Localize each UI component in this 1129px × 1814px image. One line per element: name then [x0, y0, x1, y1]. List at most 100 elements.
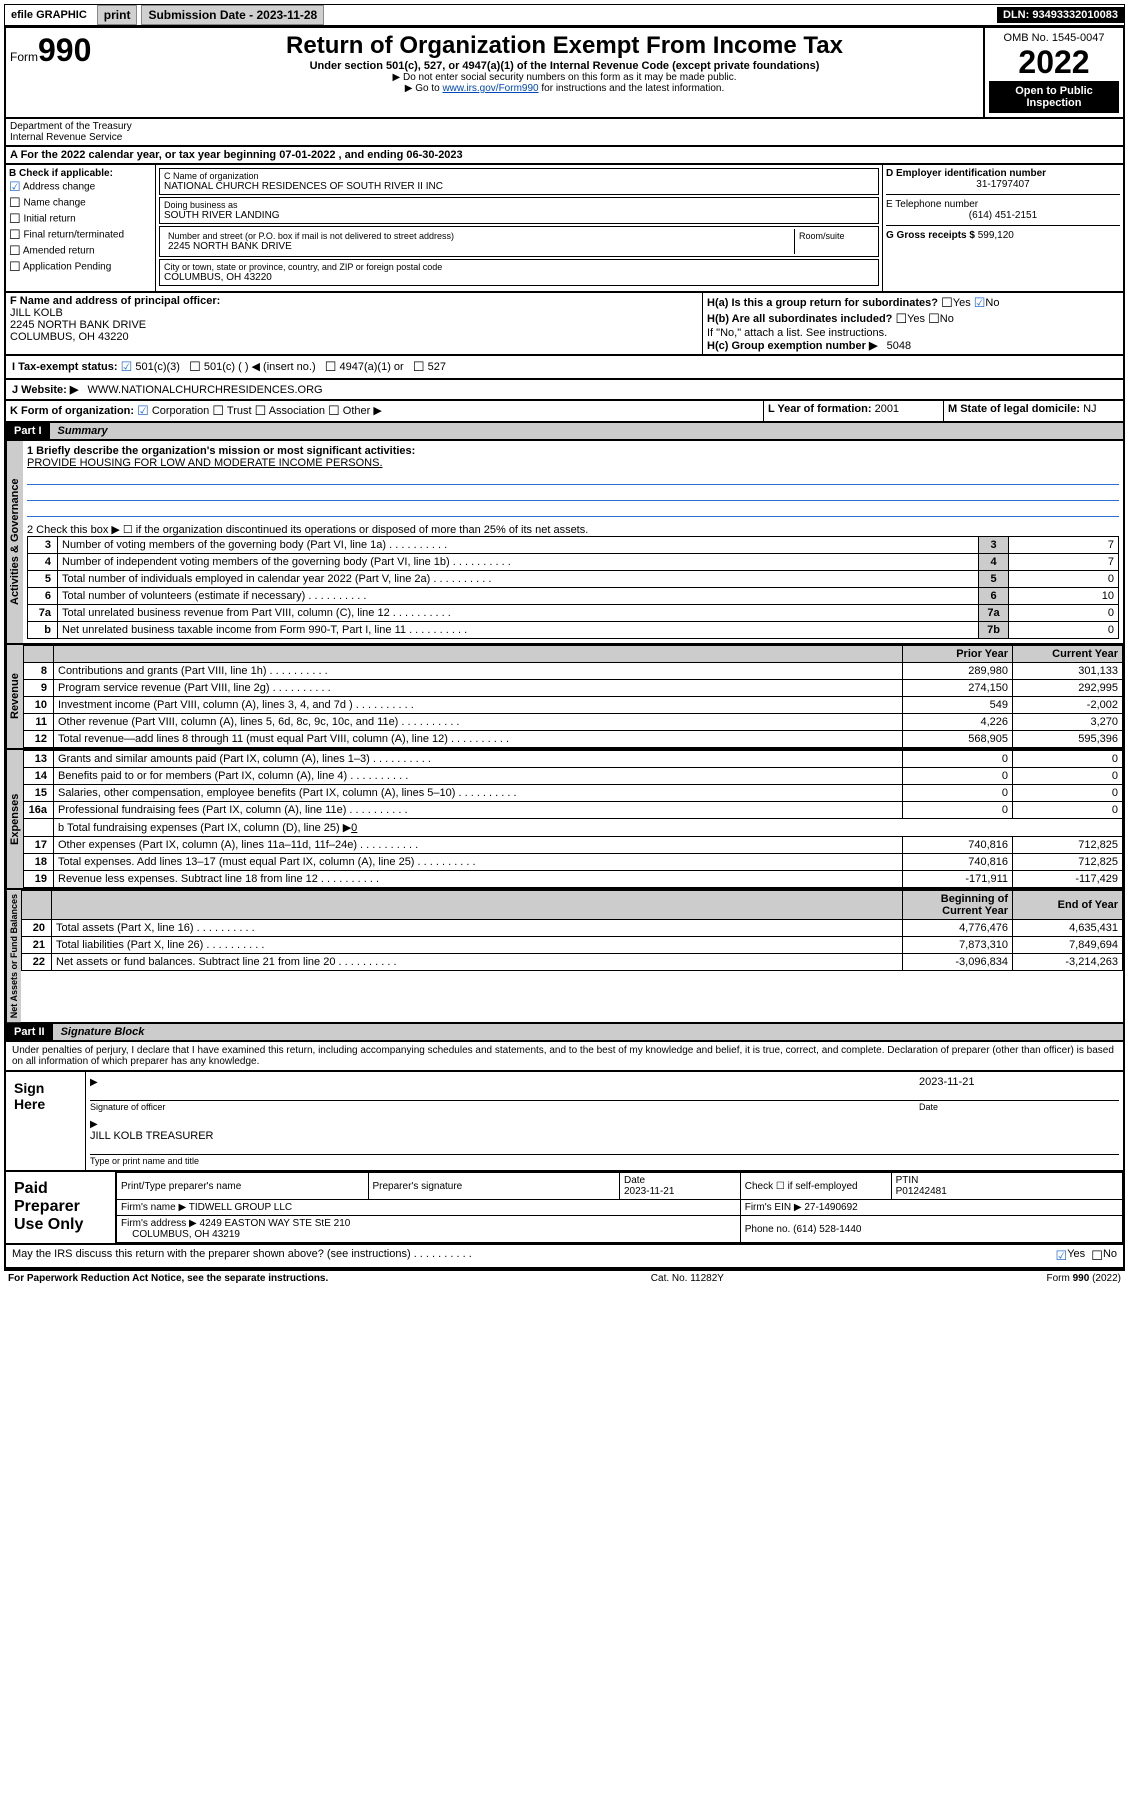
label-assoc: Association	[269, 405, 325, 417]
line-box: 7b	[979, 622, 1009, 639]
current-val: 3,270	[1013, 714, 1123, 731]
net-table: Beginning of Current Year End of Year 20…	[21, 890, 1123, 971]
check-527[interactable]	[413, 361, 425, 373]
line-text: Benefits paid to or for members (Part IX…	[54, 768, 903, 785]
print-button[interactable]: print	[97, 5, 138, 25]
subtitle-1: Under section 501(c), 527, or 4947(a)(1)…	[150, 60, 979, 72]
klm-row: K Form of organization: Corporation Trus…	[4, 401, 1125, 423]
year-formation-label: L Year of formation:	[768, 403, 872, 415]
check-other[interactable]	[328, 405, 340, 417]
check-corp[interactable]	[137, 405, 149, 417]
firm-addr-label: Firm's address ▶	[121, 1218, 197, 1229]
firm-ein-label: Firm's EIN ▶	[745, 1202, 802, 1213]
current-val: 0	[1013, 751, 1123, 768]
org-name: NATIONAL CHURCH RESIDENCES OF SOUTH RIVE…	[164, 181, 874, 192]
preparer-table: Print/Type preparer's name Preparer's si…	[116, 1172, 1123, 1243]
prior-val: 4,776,476	[903, 920, 1013, 937]
form-label: Form	[10, 50, 38, 64]
discuss-no-check[interactable]	[1091, 1248, 1103, 1264]
paid-preparer-label: Paid Preparer Use Only	[6, 1172, 116, 1243]
self-employed-check[interactable]: Check ☐ if self-employed	[740, 1173, 891, 1200]
firm-phone-label: Phone no.	[745, 1224, 791, 1235]
line-no: 22	[22, 954, 52, 971]
prep-date-label: Date	[624, 1175, 645, 1186]
check-trust[interactable]	[212, 405, 224, 417]
check-final-return[interactable]	[9, 230, 21, 241]
ein-label: D Employer identification number	[886, 168, 1046, 179]
line-val: 0	[1009, 571, 1119, 588]
label-527: 527	[428, 361, 446, 373]
open-public: Open to Public Inspection	[989, 81, 1119, 113]
ha-yes-check[interactable]	[941, 297, 953, 309]
label-501c: 501(c) ( ) ◀ (insert no.)	[204, 361, 316, 373]
line-text: Total unrelated business revenue from Pa…	[58, 605, 979, 622]
line-no: 11	[24, 714, 54, 731]
line-text: Number of voting members of the governin…	[58, 537, 979, 554]
ein-value: 31-1797407	[886, 179, 1120, 190]
blank-line	[27, 471, 1119, 485]
check-4947[interactable]	[325, 361, 337, 373]
entity-info: B Check if applicable: Address change Na…	[4, 165, 1125, 293]
phone-label: E Telephone number	[886, 199, 978, 210]
check-pending[interactable]	[9, 262, 21, 273]
check-amended[interactable]	[9, 246, 21, 257]
check-assoc[interactable]	[255, 405, 267, 417]
line-val: 7	[1009, 537, 1119, 554]
submission-date: Submission Date - 2023-11-28	[141, 5, 324, 25]
irs-link[interactable]: www.irs.gov/Form990	[442, 83, 538, 94]
dba-label: Doing business as	[164, 200, 874, 210]
irs-label: Internal Revenue Service	[10, 132, 122, 143]
governance-table: 3 Number of voting members of the govern…	[27, 536, 1119, 639]
net-assets-section: Net Assets or Fund Balances Beginning of…	[4, 890, 1125, 1024]
current-val: 0	[1013, 768, 1123, 785]
line-no: 6	[28, 588, 58, 605]
line16b-label: b Total fundraising expenses (Part IX, c…	[58, 822, 351, 834]
check-initial-return[interactable]	[9, 214, 21, 225]
ha-no-check[interactable]	[974, 297, 986, 309]
hb-label: H(b) Are all subordinates included?	[707, 313, 892, 325]
prior-val: -171,911	[903, 871, 1013, 888]
website-label: J Website: ▶	[12, 384, 78, 396]
firm-phone: (614) 528-1440	[793, 1224, 861, 1235]
page-footer: For Paperwork Reduction Act Notice, see …	[4, 1269, 1125, 1286]
omb-box: OMB No. 1545-0047 2022 Open to Public In…	[983, 28, 1123, 117]
check-address-change[interactable]	[9, 182, 21, 193]
line-text: Total expenses. Add lines 13–17 (must eq…	[54, 854, 903, 871]
section-a: A For the 2022 calendar year, or tax yea…	[4, 147, 1125, 165]
domicile: NJ	[1083, 403, 1096, 415]
ha-no: No	[985, 297, 999, 309]
box-b: B Check if applicable: Address change Na…	[6, 165, 156, 291]
current-val: 712,825	[1013, 837, 1123, 854]
ptin-value: P01242481	[896, 1186, 947, 1197]
line-text: Net assets or fund balances. Subtract li…	[52, 954, 903, 971]
check-name-change[interactable]	[9, 198, 21, 209]
box-deg: D Employer identification number 31-1797…	[883, 165, 1123, 291]
label-amended: Amended return	[23, 246, 95, 257]
col-end: End of Year	[1013, 891, 1123, 920]
form-number: 990	[38, 32, 91, 68]
dept-row: Department of the Treasury Internal Reve…	[4, 119, 1125, 147]
domicile-label: M State of legal domicile:	[948, 403, 1080, 415]
sub3-pre: ▶ Go to	[405, 83, 443, 94]
check-501c3[interactable]	[121, 361, 133, 373]
officer-addr1: 2245 NORTH BANK DRIVE	[10, 319, 146, 331]
line-box: 6	[979, 588, 1009, 605]
prep-date: 2023-11-21	[624, 1186, 674, 1197]
line-text: Total liabilities (Part X, line 26)	[52, 937, 903, 954]
hb-yes-check[interactable]	[895, 313, 907, 325]
check-501c[interactable]	[189, 361, 201, 373]
discuss-yes-check[interactable]	[1056, 1248, 1068, 1264]
year-formation: 2001	[875, 403, 899, 415]
line-text: Total number of volunteers (estimate if …	[58, 588, 979, 605]
discuss-yes: Yes	[1067, 1248, 1085, 1264]
dln-label: DLN: 93493332010083	[997, 7, 1124, 23]
hb-no-check[interactable]	[928, 313, 940, 325]
part2-title: Signature Block	[53, 1024, 1123, 1040]
blank	[24, 646, 54, 663]
line-text: Total assets (Part X, line 16)	[52, 920, 903, 937]
line-no: 17	[24, 837, 54, 854]
blank	[52, 891, 903, 920]
addr-label: Number and street (or P.O. box if mail i…	[168, 231, 790, 241]
line-no: 3	[28, 537, 58, 554]
governance-section: Activities & Governance 1 Briefly descri…	[4, 441, 1125, 645]
